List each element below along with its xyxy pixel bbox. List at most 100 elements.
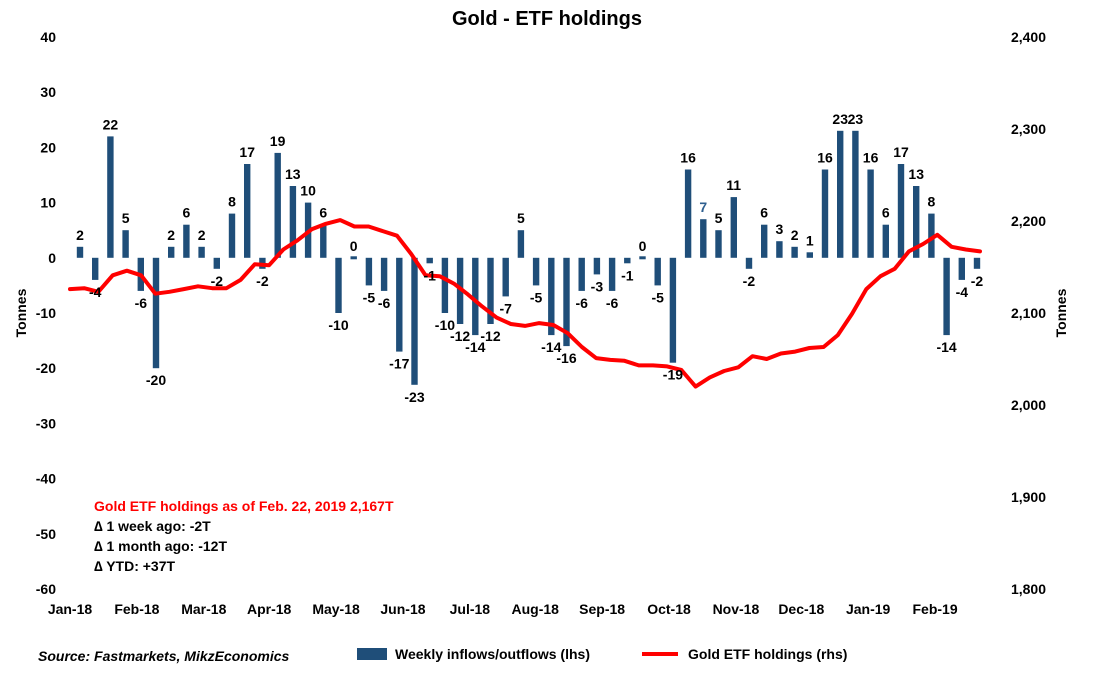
bar-data-label: -2 <box>743 273 756 289</box>
bar-data-label: 6 <box>760 205 768 221</box>
bar-data-label: 8 <box>228 194 236 210</box>
x-axis-month-label: Feb-19 <box>913 601 958 617</box>
bar <box>350 256 357 260</box>
bar-data-label: 1 <box>806 232 814 248</box>
bar-data-label: -2 <box>971 273 984 289</box>
callout-week: ∆ 1 week ago: -2T <box>94 518 211 534</box>
bar-data-label: 6 <box>319 205 327 221</box>
bar-data-label: -5 <box>363 289 376 305</box>
bar-data-label: 22 <box>103 116 119 132</box>
bar <box>152 257 160 369</box>
callout-headline: Gold ETF holdings as of Feb. 22, 2019 2,… <box>94 498 394 514</box>
x-axis-month-label: Dec-18 <box>778 601 824 617</box>
bar <box>715 230 722 258</box>
bar <box>563 257 570 347</box>
right-axis-tick-label: 2,300 <box>1011 121 1046 137</box>
bar <box>107 136 114 258</box>
bar <box>973 257 981 269</box>
bar-data-label: 2 <box>791 227 799 243</box>
bar-data-label: 13 <box>285 166 301 182</box>
x-axis-month-label: Apr-18 <box>247 601 292 617</box>
holdings-line <box>68 218 982 389</box>
bar <box>761 224 768 258</box>
bar-data-label: 5 <box>122 210 130 226</box>
bar-data-label: -14 <box>936 339 956 355</box>
legend-bar-label: Weekly inflows/outflows (lhs) <box>395 646 590 662</box>
bar-data-label: -10 <box>435 317 455 333</box>
bar <box>548 257 555 336</box>
x-axis-month-label: Jan-19 <box>846 601 891 617</box>
right-axis-title: Tonnes <box>1053 288 1069 337</box>
bar <box>608 257 616 291</box>
bar <box>76 246 84 258</box>
bar-data-label: -19 <box>663 367 683 383</box>
bar <box>532 257 540 286</box>
bar <box>472 257 479 336</box>
bar <box>730 197 737 258</box>
bar <box>487 257 494 324</box>
bar-data-label: 16 <box>817 150 833 166</box>
bar-data-label: -7 <box>499 300 512 316</box>
callout-month: ∆ 1 month ago: -12T <box>94 538 228 554</box>
bar <box>852 130 859 258</box>
bar-data-label: -2 <box>256 273 269 289</box>
bar-data-label: -12 <box>450 328 470 344</box>
bar <box>578 257 585 291</box>
left-axis-tick-label: 0 <box>48 250 56 266</box>
bar <box>168 246 175 258</box>
right-axis-tick-label: 1,900 <box>1011 489 1046 505</box>
bar-data-label: 6 <box>882 205 890 221</box>
bar-data-label: -12 <box>480 328 500 344</box>
bar-data-label: 23 <box>848 111 864 127</box>
left-axis-title: Tonnes <box>13 288 29 337</box>
bar <box>198 246 205 258</box>
chart-title: Gold - ETF holdings <box>452 8 642 30</box>
bar-data-label: 8 <box>928 194 936 210</box>
x-axis-month-label: Nov-18 <box>713 601 760 617</box>
x-axis-month-label: Oct-18 <box>647 601 691 617</box>
bar-data-label: -2 <box>211 273 224 289</box>
bar-data-label: -6 <box>575 295 588 311</box>
bar <box>654 257 661 286</box>
bar-data-label: -3 <box>591 278 604 294</box>
bar-data-label: -5 <box>530 289 543 305</box>
legend-item-bars: Weekly inflows/outflows (lhs) <box>357 646 590 662</box>
holdings-callout: Gold ETF holdings as of Feb. 22, 2019 2,… <box>94 496 394 576</box>
bar-data-label: -4 <box>89 284 102 300</box>
bar-data-label: -6 <box>135 295 148 311</box>
bar-data-label: -10 <box>328 317 348 333</box>
bar <box>669 257 677 363</box>
bar-data-label: -4 <box>956 284 969 300</box>
bar-data-label: -14 <box>465 339 485 355</box>
x-axis-month-label: Jan-18 <box>48 601 93 617</box>
left-axis-tick-label: -10 <box>36 305 56 321</box>
bar <box>867 169 874 258</box>
bar <box>821 169 829 258</box>
bar-data-label: 17 <box>239 144 255 160</box>
x-axis-month-label: Sep-18 <box>579 601 625 617</box>
bar-data-label: -6 <box>378 295 391 311</box>
bar <box>806 252 813 258</box>
bar <box>684 169 692 258</box>
x-axis-month-label: Jun-18 <box>380 601 425 617</box>
bar-data-label: 13 <box>908 166 924 182</box>
bar-data-label: 6 <box>183 205 191 221</box>
legend-line-label: Gold ETF holdings (rhs) <box>688 646 848 662</box>
bar <box>897 164 905 258</box>
bar-data-label: 10 <box>300 183 316 199</box>
left-axis-tick-label: -20 <box>36 360 56 376</box>
bar <box>913 186 920 258</box>
right-axis-tick-label: 1,800 <box>1011 581 1046 597</box>
left-axis-tick-label: -50 <box>36 526 56 542</box>
bar <box>122 230 129 258</box>
bar-data-label: 23 <box>832 111 848 127</box>
bar <box>289 186 297 258</box>
bar <box>639 256 646 260</box>
left-axis-tick-label: 10 <box>40 195 56 211</box>
bar <box>274 152 281 258</box>
callout-ytd: ∆ YTD: +37T <box>94 558 176 574</box>
bar <box>411 257 418 385</box>
bar <box>441 257 449 313</box>
bar <box>380 257 388 291</box>
